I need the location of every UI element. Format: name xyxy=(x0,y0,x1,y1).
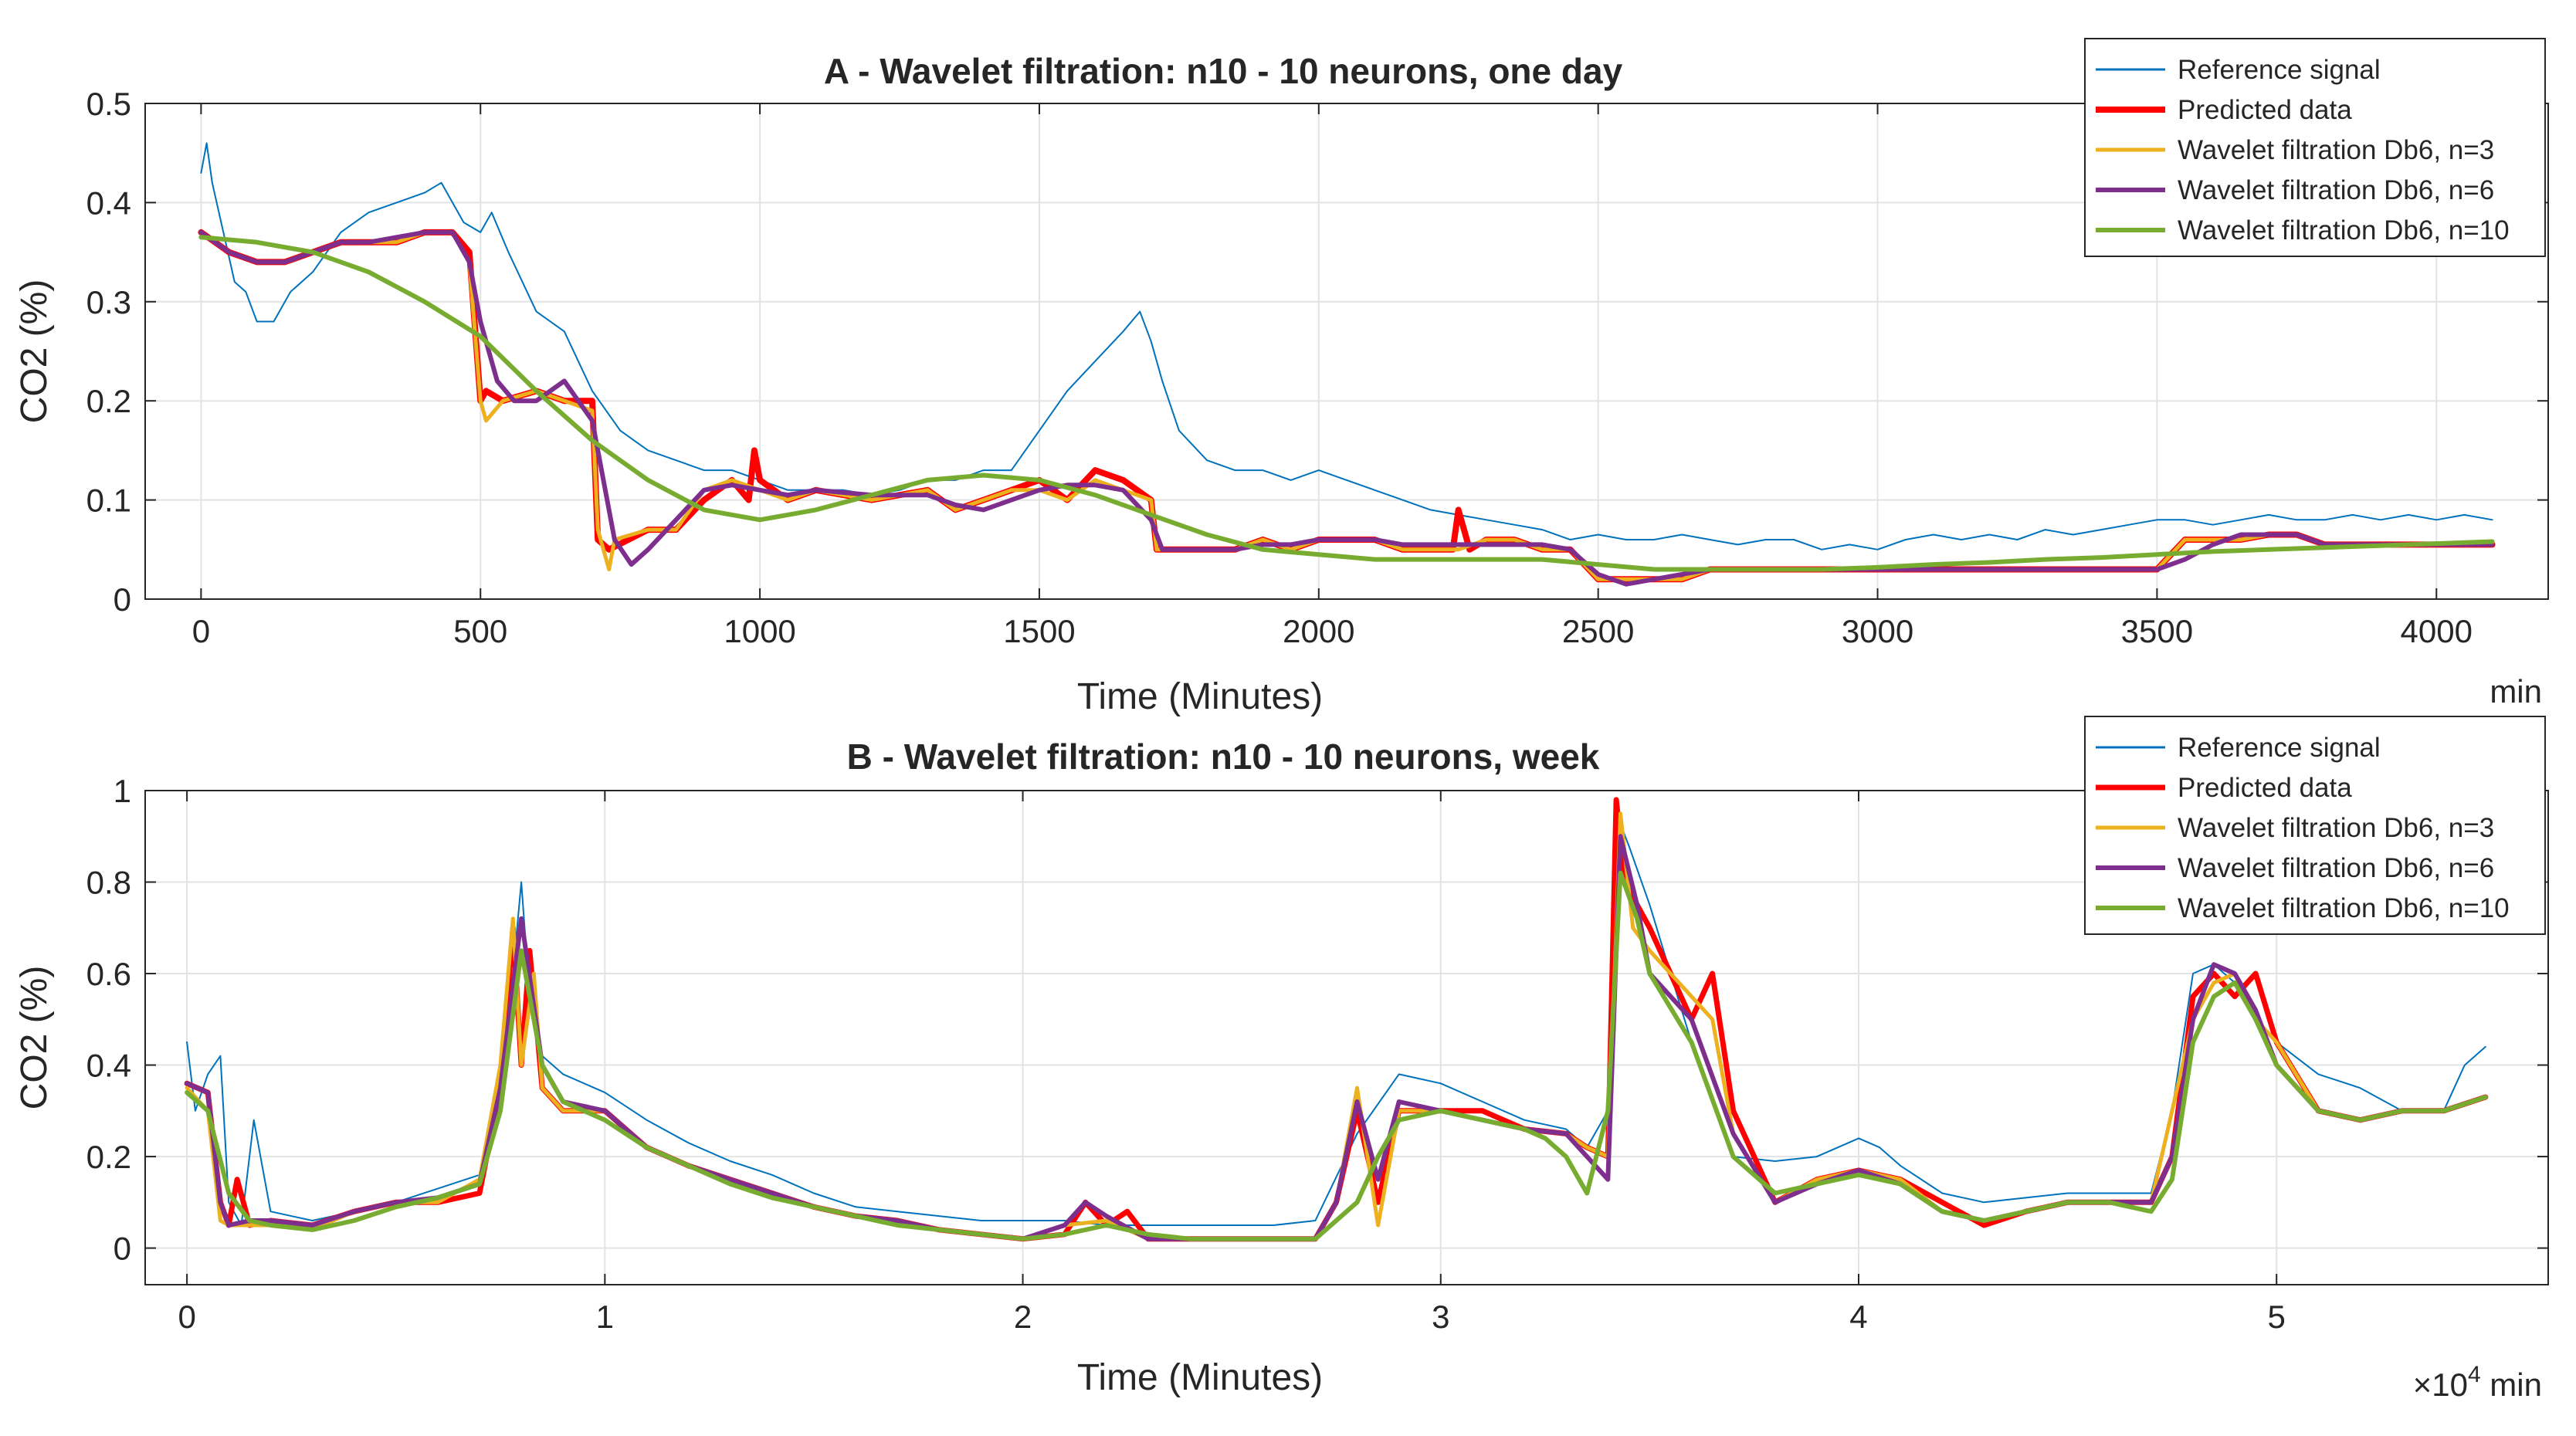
chart-title: A - Wavelet filtration: n10 - 10 neurons… xyxy=(824,51,1623,91)
legend-label: Wavelet filtration Db6, n=6 xyxy=(2178,175,2494,205)
x-axis-label: Time (Minutes) xyxy=(1077,676,1323,717)
x-tick-label: 3000 xyxy=(1842,613,1913,649)
x-axis-label: Time (Minutes) xyxy=(1077,1357,1323,1398)
axis-frame xyxy=(144,103,2549,600)
legend: Reference signal Predicted data Wavelet fi… xyxy=(2084,38,2546,257)
x-tick-label: 0 xyxy=(192,613,210,649)
y-axis-label: CO2 (%) xyxy=(14,279,55,424)
legend-box xyxy=(2084,716,2546,935)
y-tick-label: 0 xyxy=(114,581,131,618)
series-group xyxy=(198,142,2496,587)
legend-label: Predicted data xyxy=(2178,95,2352,125)
legend-label: Wavelet filtration Db6, n=6 xyxy=(2178,853,2494,883)
y-tick-label: 0.2 xyxy=(86,383,131,419)
legend: Reference signal Predicted data Wavelet fi… xyxy=(2084,716,2546,935)
x-tick-label: 2 xyxy=(1014,1299,1032,1335)
y-tick-label: 0.2 xyxy=(86,1139,131,1175)
x-tick-label: 1500 xyxy=(1003,613,1075,649)
panel-b: 0 1 2 3 4 5 0 0.2 0.4 0.6 0.8 1 B - Wavelet filtrati… xyxy=(14,716,2549,1403)
x-tick-label: 2000 xyxy=(1283,613,1354,649)
series-line-4 xyxy=(185,870,2488,1241)
legend-label: Predicted data xyxy=(2178,773,2352,803)
y-tick-label: 0.5 xyxy=(86,86,131,122)
chart-title: B - Wavelet filtration: n10 - 10 neurons… xyxy=(847,737,1600,777)
panel-a: 0 500 1000 1500 2000 2500 3000 3500 4000 0 0.1 0.2 0… xyxy=(14,38,2549,717)
y-tick-label: 1 xyxy=(114,773,131,809)
legend-label: Wavelet filtration Db6, n=10 xyxy=(2178,215,2510,246)
y-tick-label: 0.4 xyxy=(86,185,131,221)
axis-frame xyxy=(144,790,2549,1285)
legend-label: Wavelet filtration Db6, n=3 xyxy=(2178,135,2494,165)
legend-label: Reference signal xyxy=(2178,55,2381,85)
series-line-0 xyxy=(200,142,2493,550)
y-tick-label: 0 xyxy=(114,1231,131,1267)
x-tick-label: 4 xyxy=(1849,1299,1867,1335)
x-unit-label: min xyxy=(2490,673,2542,710)
series-group xyxy=(184,797,2489,1242)
legend-label: Reference signal xyxy=(2178,733,2381,763)
series-line-3 xyxy=(198,229,2495,587)
y-tick-label: 0.6 xyxy=(86,956,131,992)
x-tick-label: 1000 xyxy=(724,613,795,649)
x-tick-label: 5 xyxy=(2268,1299,2286,1335)
y-tick-label: 0.3 xyxy=(86,284,131,320)
x-tick-label: 0 xyxy=(178,1299,195,1335)
y-tick-label: 0.4 xyxy=(86,1048,131,1084)
x-tick-label: 500 xyxy=(453,613,507,649)
x-tick-label: 3 xyxy=(1432,1299,1449,1335)
x-tick-label: 3500 xyxy=(2121,613,2193,649)
x-tick-label: 1 xyxy=(596,1299,614,1335)
x-unit-label: ×104 min xyxy=(2413,1362,2542,1403)
x-tick-label: 2500 xyxy=(1562,613,1634,649)
legend-label: Wavelet filtration Db6, n=3 xyxy=(2178,813,2494,843)
legend-label: Wavelet filtration Db6, n=10 xyxy=(2178,893,2510,923)
series-line-4 xyxy=(198,235,2495,572)
series-line-3 xyxy=(185,834,2488,1241)
y-tick-label: 0.1 xyxy=(86,483,131,519)
x-tick-label: 4000 xyxy=(2401,613,2473,649)
legend-box xyxy=(2084,38,2546,257)
y-tick-label: 0.8 xyxy=(86,865,131,901)
y-axis-label: CO2 (%) xyxy=(14,966,55,1110)
